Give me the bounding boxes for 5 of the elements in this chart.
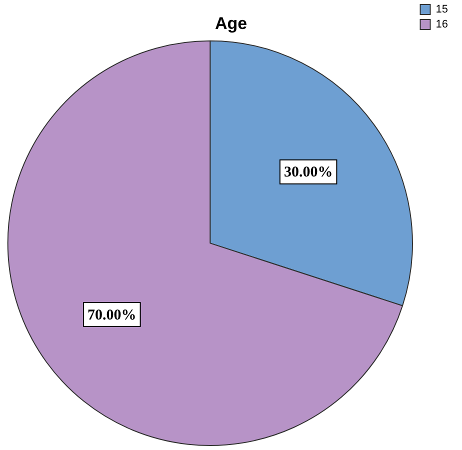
- text: Age: [214, 14, 248, 33]
- data-label: 70.00%: [88, 307, 136, 324]
- legend-label: 16: [436, 18, 448, 31]
- legend-label: 15: [436, 4, 448, 16]
- data-label: 30.00%: [284, 164, 333, 181]
